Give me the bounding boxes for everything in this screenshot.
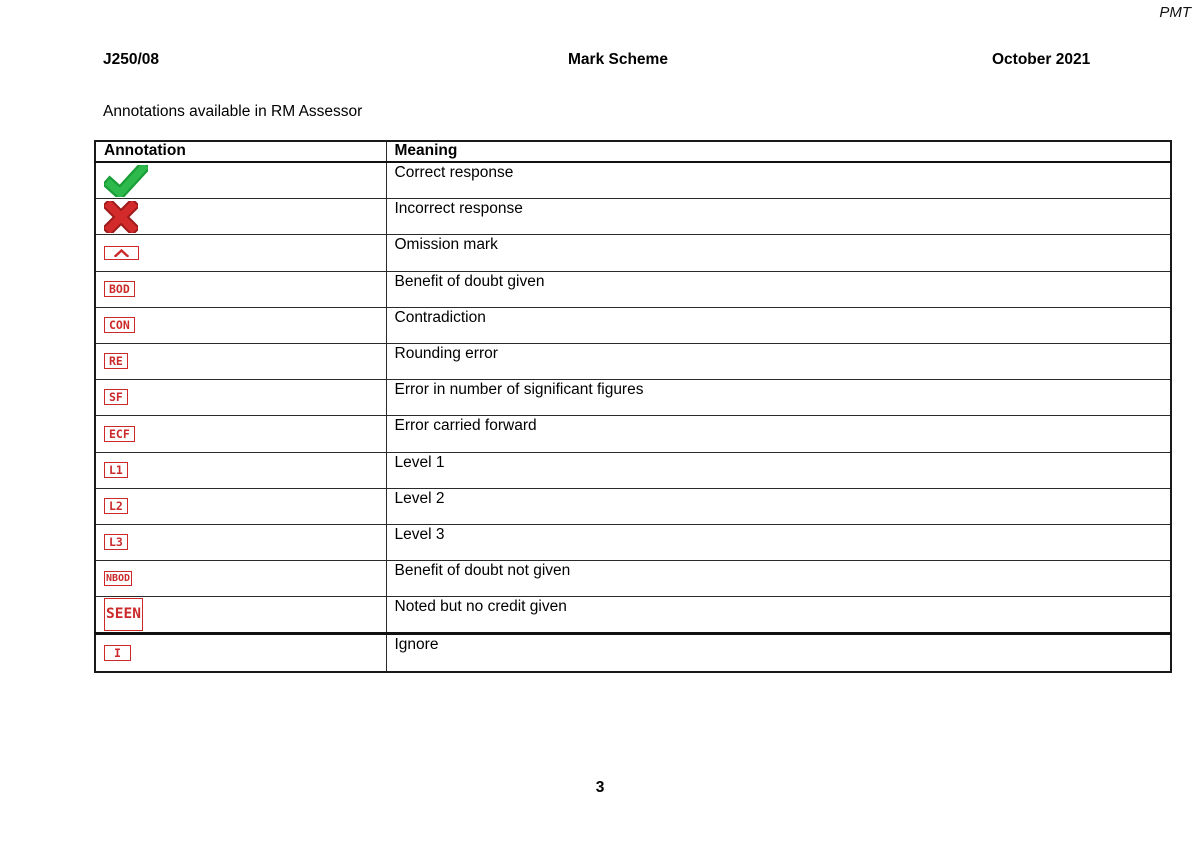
table-row: Correct response bbox=[94, 161, 1172, 200]
table-row: I Ignore bbox=[94, 632, 1172, 673]
re-badge-icon: RE bbox=[104, 353, 128, 370]
meaning-cell: Benefit of doubt given bbox=[385, 270, 1172, 308]
bod-badge-icon: BOD bbox=[104, 280, 135, 297]
table-row: SEEN Noted but no credit given bbox=[94, 596, 1172, 635]
header-paper-code: J250/08 bbox=[103, 51, 160, 68]
meaning-cell: Omission mark bbox=[385, 234, 1172, 272]
corner-tag: PMT bbox=[1159, 4, 1191, 21]
meaning-cell: Level 3 bbox=[385, 523, 1172, 562]
table-row: ECF Error carried forward bbox=[94, 415, 1172, 453]
header-date: October 2021 bbox=[992, 51, 1091, 68]
table-row: BOD Benefit of doubt given bbox=[94, 270, 1172, 308]
table-row: SF Error in number of significant figure… bbox=[94, 379, 1172, 417]
page-header: J250/08 Mark Scheme October 2021 bbox=[0, 51, 1200, 71]
column-header-meaning: Meaning bbox=[385, 140, 1172, 163]
meaning-cell: Incorrect response bbox=[385, 198, 1172, 236]
table-row: CON Contradiction bbox=[94, 306, 1172, 344]
table-row: RE Rounding error bbox=[94, 342, 1172, 381]
nbod-badge-icon: NBOD bbox=[104, 570, 133, 586]
seen-badge-icon: SEEN bbox=[104, 598, 143, 632]
meaning-cell: Ignore bbox=[385, 632, 1172, 673]
meaning-cell: Benefit of doubt not given bbox=[385, 560, 1172, 598]
table-header-row: Annotation Meaning bbox=[94, 140, 1172, 163]
meaning-cell: Error carried forward bbox=[385, 415, 1172, 453]
table-row: L1 Level 1 bbox=[94, 451, 1172, 489]
meaning-cell: Level 2 bbox=[385, 487, 1172, 525]
ignore-badge-icon: I bbox=[104, 644, 131, 661]
intro-text: Annotations available in RM Assessor bbox=[103, 103, 363, 120]
green-check-icon bbox=[104, 164, 148, 197]
table-row: Incorrect response bbox=[94, 198, 1172, 236]
meaning-cell: Level 1 bbox=[385, 451, 1172, 489]
table-row: L3 Level 3 bbox=[94, 523, 1172, 562]
ecf-badge-icon: ECF bbox=[104, 425, 135, 442]
meaning-cell: Error in number of significant figures bbox=[385, 379, 1172, 417]
header-title: Mark Scheme bbox=[568, 51, 668, 68]
l2-badge-icon: L2 bbox=[104, 498, 128, 515]
meaning-cell: Contradiction bbox=[385, 306, 1172, 344]
l1-badge-icon: L1 bbox=[104, 461, 128, 478]
meaning-cell: Noted but no credit given bbox=[385, 596, 1172, 635]
column-header-annotation: Annotation bbox=[94, 140, 387, 163]
annotations-table: Annotation Meaning Correct response bbox=[94, 140, 1172, 673]
sf-badge-icon: SF bbox=[104, 389, 128, 406]
table-row: Omission mark bbox=[94, 234, 1172, 272]
meaning-cell: Rounding error bbox=[385, 342, 1172, 381]
l3-badge-icon: L3 bbox=[104, 534, 128, 551]
omission-caret-icon bbox=[104, 245, 139, 260]
meaning-cell: Correct response bbox=[385, 161, 1172, 200]
table-row: NBOD Benefit of doubt not given bbox=[94, 560, 1172, 598]
red-cross-icon bbox=[104, 200, 138, 233]
page-number: 3 bbox=[595, 779, 605, 796]
table-row: L2 Level 2 bbox=[94, 487, 1172, 525]
con-badge-icon: CON bbox=[104, 317, 135, 334]
